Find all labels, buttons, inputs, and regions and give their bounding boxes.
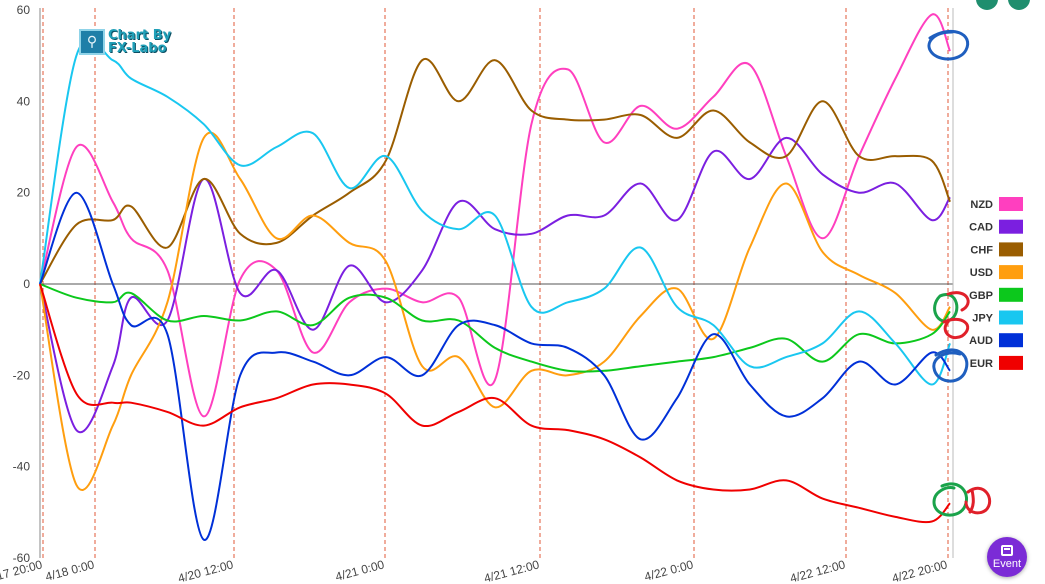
event-button[interactable]: Event bbox=[987, 537, 1027, 577]
x-tick-label: 4/18 0:00 bbox=[44, 557, 96, 584]
x-tick-label: 4/20 12:00 bbox=[176, 557, 235, 584]
x-axis-ticks: 4/17 20:00 4/18 0:00 4/20 12:00 4/21 0:00 4/… bbox=[0, 557, 949, 584]
y-tick-label: 60 bbox=[17, 3, 31, 17]
legend-swatch-aud bbox=[999, 333, 1023, 348]
y-tick-label: -20 bbox=[13, 368, 31, 382]
annotation-circle-eur-green bbox=[932, 482, 968, 517]
x-tick-label: 4/17 20:00 bbox=[0, 557, 44, 584]
legend-label-gbp: GBP bbox=[969, 290, 993, 302]
calendar-icon bbox=[1001, 544, 1013, 556]
x-tick-label: 4/21 12:00 bbox=[482, 557, 541, 584]
y-tick-label: -60 bbox=[13, 551, 31, 565]
legend-label-eur: EUR bbox=[970, 358, 993, 370]
series-line-cad bbox=[39, 136, 951, 434]
legend-swatch-nzd bbox=[999, 197, 1023, 211]
legend-swatch-eur bbox=[999, 355, 1023, 370]
y-tick-label: 40 bbox=[17, 94, 31, 108]
legend-label-nzd: NZD bbox=[970, 199, 993, 211]
top-corner-button-1[interactable] bbox=[976, 0, 998, 10]
event-button-label: Event bbox=[992, 557, 1022, 570]
logo-line-2: FX-Labo bbox=[108, 41, 167, 56]
series-line-gbp bbox=[39, 283, 951, 373]
legend-swatch-jpy bbox=[999, 310, 1023, 325]
series-line-eur bbox=[39, 283, 951, 524]
logo-line-1: Chart By bbox=[108, 28, 172, 43]
series-line-usd bbox=[39, 131, 951, 491]
legend-swatch-chf bbox=[999, 242, 1023, 257]
y-tick-label: -40 bbox=[13, 460, 31, 474]
x-tick-label: 4/22 12:00 bbox=[788, 557, 847, 584]
legend-label-usd: USD bbox=[970, 267, 993, 279]
annotation-circle-aud-red bbox=[942, 291, 970, 339]
legend-label-jpy: JPY bbox=[972, 313, 993, 325]
y-tick-label: 20 bbox=[17, 186, 31, 200]
x-tick-label: 4/21 0:00 bbox=[334, 557, 386, 584]
legend-label-aud: AUD bbox=[969, 335, 993, 347]
legend: NZD CAD CHF USD GBP JPY AUD EUR bbox=[969, 197, 1023, 370]
legend-swatch-usd bbox=[999, 265, 1023, 280]
x-tick-label: 4/22 20:00 bbox=[890, 557, 949, 584]
series-line-chf bbox=[39, 58, 951, 285]
chart-logo: ⚲ Chart By FX-Labo bbox=[79, 29, 171, 55]
x-tick-label: 4/22 0:00 bbox=[643, 557, 695, 584]
top-corner-button-2[interactable] bbox=[1008, 0, 1030, 10]
vertical-gridlines bbox=[42, 8, 949, 558]
annotation-circle-eur-red bbox=[964, 486, 992, 515]
legend-swatch-cad bbox=[999, 219, 1023, 234]
annotation-circle-nzd bbox=[927, 29, 970, 61]
logo-text: Chart By FX-Labo bbox=[108, 29, 171, 55]
magnifier-icon: ⚲ bbox=[79, 29, 105, 55]
y-tick-label: 0 bbox=[23, 277, 30, 291]
series-line-aud bbox=[39, 191, 951, 541]
legend-label-chf: CHF bbox=[970, 244, 993, 256]
series-lines bbox=[39, 13, 951, 541]
y-axis-ticks: 60 40 20 0 -20 -40 -60 bbox=[13, 3, 31, 565]
series-line-jpy bbox=[39, 38, 951, 386]
annotation-circle-jpy bbox=[932, 348, 969, 383]
legend-label-cad: CAD bbox=[969, 222, 993, 234]
hand-drawn-annotations bbox=[927, 29, 992, 517]
legend-swatch-gbp bbox=[999, 287, 1023, 302]
